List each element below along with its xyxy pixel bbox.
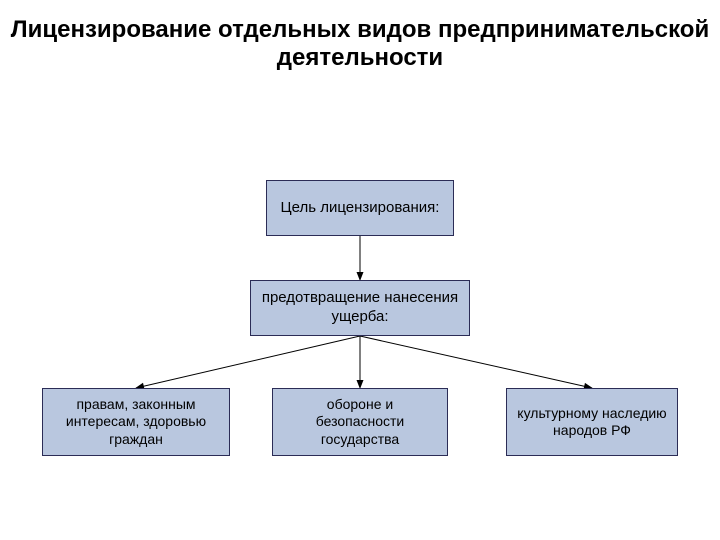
node-leaf3-label: культурному наследию народов РФ: [515, 405, 669, 440]
edge-mid-leaf3: [360, 336, 592, 388]
node-root-label: Цель лицензирования:: [281, 199, 440, 218]
node-leaf2: обороне и безопасности государства: [272, 388, 448, 456]
node-mid-label: предотвращение нанесения ущерба:: [259, 289, 461, 327]
page-title: Лицензирование отдельных видов предприни…: [0, 16, 720, 72]
edge-mid-leaf1: [136, 336, 360, 388]
diagram-stage: Лицензирование отдельных видов предприни…: [0, 0, 720, 540]
node-leaf2-label: обороне и безопасности государства: [281, 396, 439, 449]
node-root: Цель лицензирования:: [266, 180, 454, 236]
node-mid: предотвращение нанесения ущерба:: [250, 280, 470, 336]
connectors: [0, 0, 720, 540]
node-leaf1-label: правам, законным интересам, здоровью гра…: [51, 396, 221, 449]
node-leaf1: правам, законным интересам, здоровью гра…: [42, 388, 230, 456]
node-leaf3: культурному наследию народов РФ: [506, 388, 678, 456]
